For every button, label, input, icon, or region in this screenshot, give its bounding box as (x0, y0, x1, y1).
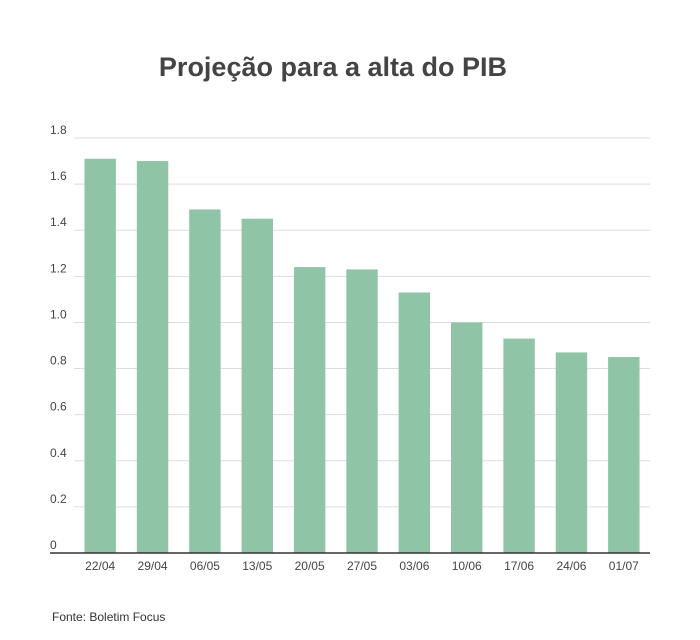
y-tick-label: 1.0 (50, 307, 67, 321)
x-tick-label: 03/06 (399, 559, 429, 573)
bar-06-05 (189, 209, 221, 553)
x-tick-label: 13/05 (242, 559, 272, 573)
bar-01-07 (608, 357, 640, 553)
y-tick-label: 1.6 (50, 169, 67, 183)
x-tick-label: 01/07 (609, 559, 639, 573)
bar-22-04 (84, 158, 116, 553)
x-tick-label: 29/04 (138, 559, 168, 573)
x-tick-label: 17/06 (504, 559, 534, 573)
bars (84, 158, 640, 554)
bar-29-04 (136, 161, 169, 554)
x-tick-label: 20/05 (295, 559, 325, 573)
y-tick-label: 1.4 (50, 215, 67, 229)
bar-24-06 (555, 352, 588, 553)
x-tick-label: 06/05 (190, 559, 220, 573)
bar-27-05 (346, 269, 378, 553)
chart-title: Projeção para a alta do PIB (158, 52, 508, 82)
x-axis-ticks: 22/04 29/04 06/05 13/05 20/05 27/05 03/06 10/06… (85, 559, 639, 573)
y-tick-label: 1.8 (50, 123, 67, 137)
source-note: Fonte: Boletim Focus (52, 610, 166, 624)
y-tick-label: 0.2 (50, 492, 67, 506)
x-tick-label: 10/06 (452, 559, 482, 573)
bar-20-05 (293, 267, 326, 553)
y-tick-label: 0.6 (50, 400, 67, 414)
x-tick-label: 27/05 (347, 559, 377, 573)
x-tick-label: 22/04 (85, 559, 115, 573)
y-tick-label: 0.8 (50, 354, 67, 368)
bar-17-06 (503, 338, 535, 553)
y-tick-label: 0 (50, 538, 57, 552)
x-tick-label: 24/06 (556, 559, 586, 573)
y-tick-label: 0.4 (50, 446, 67, 460)
bar-10-06 (451, 322, 483, 553)
bar-13-05 (241, 218, 273, 553)
y-axis-ticks: 0 0.2 0.4 0.6 0.8 1.0 1.2 1.4 1.6 1.8 (50, 123, 67, 552)
bar-03-06 (398, 292, 431, 553)
y-tick-label: 1.2 (50, 261, 67, 275)
